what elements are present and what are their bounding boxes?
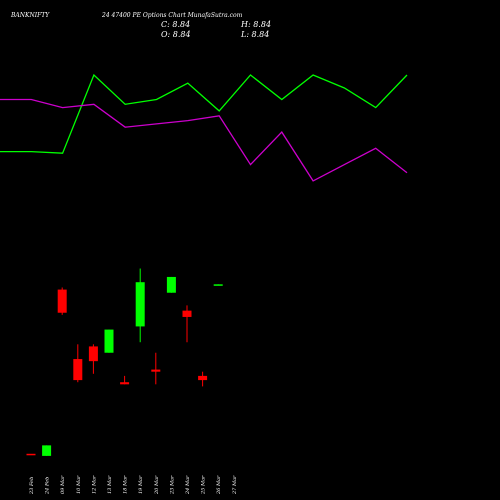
candle-body [166,276,176,293]
candle-body [42,445,52,456]
candle-body [88,346,98,362]
x-tick-label: 23 Feb [29,477,35,495]
candle-body [73,359,83,381]
symbol-label: BANKNIFTY [11,12,50,19]
open-value: O: 8.84 [161,30,191,39]
candle-body [151,369,161,372]
magenta-indicator-line [0,98,408,182]
x-tick-label: 12 Mar [91,475,97,494]
candle-body [57,289,67,313]
candle-body [120,382,130,385]
candle-body [135,282,145,327]
green-indicator-line [0,73,408,154]
candle-body [198,375,208,381]
high-value: H: 8.84 [241,20,272,29]
candle-body [182,310,192,317]
x-tick-label: 13 Mar [107,475,113,494]
x-tick-label: 10 Mar [76,475,82,494]
x-tick-label: 18 Mar [123,475,129,494]
x-tick-label: 19 Mar [138,475,144,494]
chart-description: 24 47400 PE Options Chart MunafaSutra.co… [102,12,243,19]
low-value: L: 8.84 [241,30,270,39]
x-tick-label: 24 Mar [185,475,191,495]
x-tick-label: 24 Feb [45,477,51,495]
candle-body [26,453,36,456]
x-tick-label: 09 Mar [60,475,66,494]
x-tick-label: 27 Mar [232,475,238,495]
x-tick-label: 26 Mar [216,475,222,495]
x-tick-label: 25 Mar [201,475,207,495]
x-tick-label: 23 Mar [169,475,175,495]
close-value: C: 8.84 [161,20,191,29]
candle-body [104,329,114,353]
candle-body [213,284,223,286]
x-tick-label: 20 Mar [154,475,160,495]
